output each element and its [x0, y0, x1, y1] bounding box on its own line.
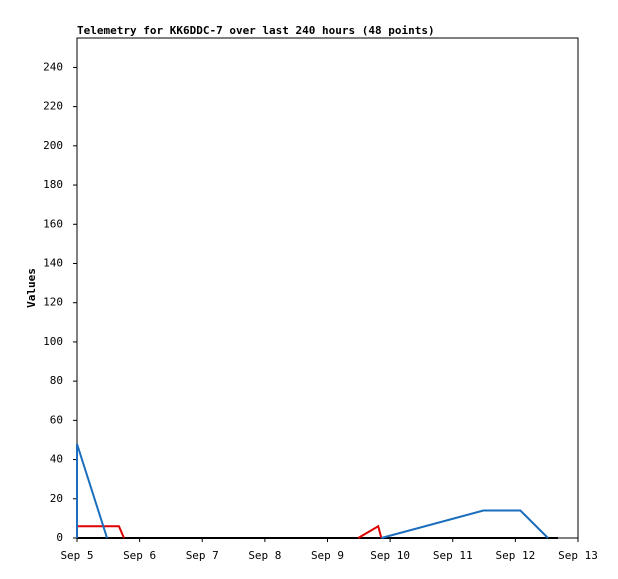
y-tick-label: 0 — [56, 531, 63, 544]
y-tick-label: 120 — [43, 296, 63, 309]
x-tick-label: Sep 6 — [123, 549, 156, 562]
y-tick-label: 180 — [43, 178, 63, 191]
y-tick-label: 240 — [43, 60, 63, 73]
y-tick-label: 60 — [50, 413, 63, 426]
x-tick-label: Sep 11 — [433, 549, 473, 562]
y-tick-label: 20 — [50, 492, 63, 505]
y-tick-label: 200 — [43, 139, 63, 152]
x-tick-label: Sep 9 — [311, 549, 344, 562]
x-tick-label: Sep 13 — [558, 549, 598, 562]
y-tick-label: 160 — [43, 217, 63, 230]
series-line — [76, 443, 549, 539]
y-tick-label: 80 — [50, 374, 63, 387]
x-tick-label: Sep 10 — [370, 549, 410, 562]
x-tick-label: Sep 12 — [496, 549, 536, 562]
y-tick-label: 220 — [43, 100, 63, 113]
y-tick-label: 40 — [50, 453, 63, 466]
x-tick-label: Sep 5 — [60, 549, 93, 562]
x-tick-label: Sep 8 — [248, 549, 281, 562]
y-tick-label: 100 — [43, 335, 63, 348]
y-tick-label: 140 — [43, 256, 63, 269]
chart-title: Telemetry for KK6DDC-7 over last 240 hou… — [77, 24, 435, 37]
y-axis-label: Values — [25, 268, 38, 308]
x-tick-label: Sep 7 — [186, 549, 219, 562]
